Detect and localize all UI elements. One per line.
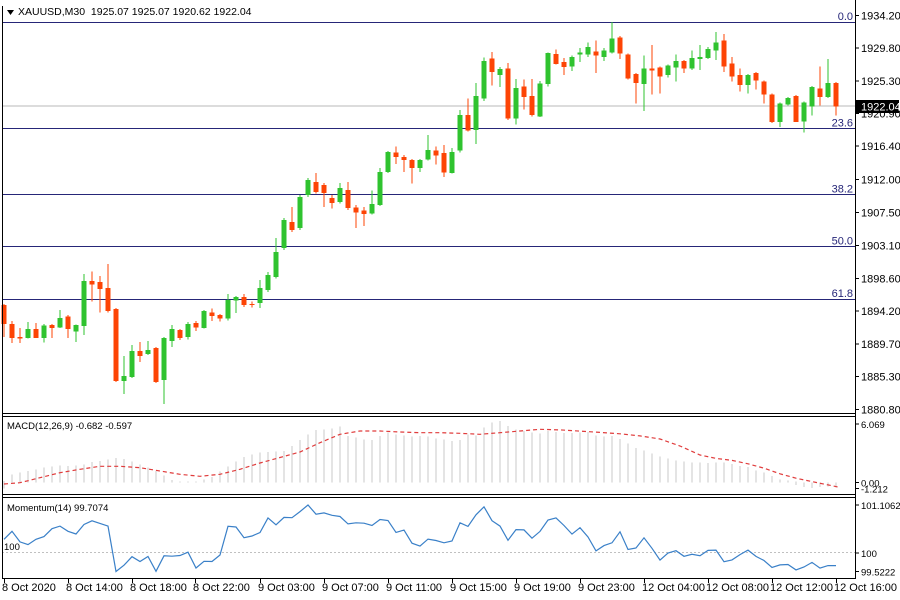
- svg-text:8 Oct 14:00: 8 Oct 14:00: [66, 582, 123, 594]
- svg-text:1894.20: 1894.20: [861, 306, 900, 318]
- svg-text:12 Oct 08:00: 12 Oct 08:00: [706, 582, 769, 594]
- svg-text:1916.40: 1916.40: [861, 141, 900, 153]
- svg-text:8 Oct 22:00: 8 Oct 22:00: [193, 582, 250, 594]
- svg-text:1922.04: 1922.04: [861, 102, 900, 114]
- svg-text:9 Oct 15:00: 9 Oct 15:00: [450, 582, 507, 594]
- svg-text:99.5222: 99.5222: [861, 568, 895, 579]
- svg-text:1912.00: 1912.00: [861, 175, 900, 187]
- svg-text:9 Oct 19:00: 9 Oct 19:00: [514, 582, 571, 594]
- svg-text:1903.10: 1903.10: [861, 241, 900, 253]
- svg-text:XAUUSD,M30 1925.07 1925.07 19: XAUUSD,M30 1925.07 1925.07 1920.62 1922.…: [18, 6, 252, 18]
- svg-text:1889.70: 1889.70: [861, 339, 900, 351]
- svg-text:12 Oct 04:00: 12 Oct 04:00: [642, 582, 705, 594]
- svg-text:100: 100: [861, 549, 877, 560]
- svg-text:0.0: 0.0: [838, 11, 853, 23]
- svg-text:38.2: 38.2: [832, 184, 853, 196]
- svg-text:9 Oct 11:00: 9 Oct 11:00: [386, 582, 442, 594]
- svg-text:1898.60: 1898.60: [861, 274, 900, 286]
- svg-text:100: 100: [4, 542, 20, 553]
- svg-text:9 Oct 23:00: 9 Oct 23:00: [578, 582, 635, 594]
- svg-text:1907.50: 1907.50: [861, 208, 900, 220]
- svg-text:61.8: 61.8: [832, 288, 853, 300]
- svg-text:9 Oct 07:00: 9 Oct 07:00: [322, 582, 379, 594]
- svg-text:23.6: 23.6: [832, 118, 853, 130]
- svg-text:101.1062: 101.1062: [861, 501, 900, 512]
- svg-text:12 Oct 16:00: 12 Oct 16:00: [834, 582, 897, 594]
- svg-text:0.00: 0.00: [861, 479, 880, 490]
- svg-text:Momentum(14) 99.7074: Momentum(14) 99.7074: [7, 503, 108, 514]
- svg-text:MACD(12,26,9) -0.682 -0.597: MACD(12,26,9) -0.682 -0.597: [7, 421, 132, 432]
- svg-text:1880.80: 1880.80: [861, 405, 900, 417]
- svg-text:8 Oct 18:00: 8 Oct 18:00: [130, 582, 187, 594]
- svg-text:1929.80: 1929.80: [861, 43, 900, 55]
- svg-text:1885.30: 1885.30: [861, 372, 900, 384]
- svg-text:50.0: 50.0: [832, 236, 853, 248]
- svg-text:1934.20: 1934.20: [861, 11, 900, 23]
- svg-text:12 Oct 12:00: 12 Oct 12:00: [770, 582, 833, 594]
- svg-text:8 Oct 2020: 8 Oct 2020: [2, 582, 56, 594]
- svg-text:6.069: 6.069: [861, 420, 885, 431]
- svg-text:9 Oct 03:00: 9 Oct 03:00: [258, 582, 315, 594]
- svg-text:1925.30: 1925.30: [861, 76, 900, 88]
- svg-text:-1.212: -1.212: [861, 485, 888, 496]
